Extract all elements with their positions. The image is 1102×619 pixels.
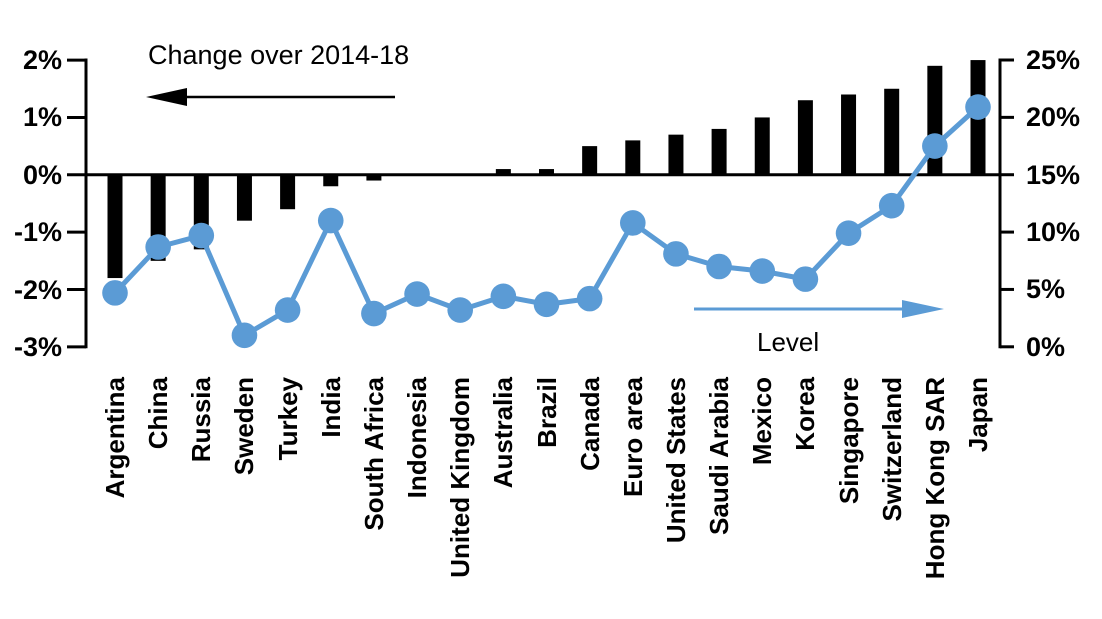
category-label: United Kingdom — [445, 377, 476, 578]
bar — [366, 174, 382, 181]
category-label: Argentina — [100, 377, 130, 499]
category-label: Sweden — [229, 377, 260, 476]
line-marker — [706, 253, 732, 280]
line-marker — [620, 210, 646, 236]
line-marker — [274, 297, 301, 323]
category-label: Mexico — [747, 377, 778, 466]
line-marker — [663, 241, 689, 267]
bar — [539, 169, 554, 175]
line-marker — [145, 234, 171, 260]
category-label: South Africa — [358, 377, 389, 531]
left-axis-tick-label: 2% — [22, 45, 62, 76]
line-marker — [404, 281, 430, 307]
bar — [754, 117, 770, 175]
right-axis-tick-label: 5% — [1026, 274, 1066, 305]
left-axis-tick-label: 0% — [22, 159, 62, 190]
line-marker — [447, 297, 474, 323]
line-marker — [878, 192, 905, 219]
bar — [711, 128, 727, 175]
category-label: Australia — [488, 377, 519, 489]
category-label: Russia — [186, 377, 217, 463]
line-marker — [490, 283, 517, 310]
line-marker — [576, 285, 603, 312]
bar — [625, 140, 641, 175]
bar — [323, 174, 339, 187]
category-label: Indonesia — [402, 377, 433, 499]
right-axis-tick-label: 0% — [1026, 331, 1066, 362]
line-marker — [792, 266, 819, 292]
category-label: Euro area — [617, 377, 648, 497]
right-axis-tick-label: 20% — [1026, 102, 1081, 133]
right-axis-tick-label: 15% — [1026, 159, 1081, 190]
bar — [841, 94, 857, 175]
left-axis-tick-label: -2% — [13, 274, 62, 305]
category-label: United States — [660, 377, 691, 544]
category-label: Brazil — [531, 377, 562, 448]
category-label: China — [143, 377, 174, 450]
category-label: Saudi Arabia — [704, 377, 735, 535]
bar — [797, 100, 813, 175]
line-marker — [231, 322, 258, 349]
category-label: Hong Kong SAR — [919, 377, 950, 580]
bar — [668, 134, 684, 175]
line-marker — [835, 220, 862, 247]
level-label: Level — [757, 327, 820, 357]
line-marker — [533, 291, 560, 318]
left-axis-tick-label: 1% — [22, 102, 62, 133]
category-label: Japan — [963, 377, 993, 453]
line-marker — [749, 258, 776, 284]
bar — [582, 146, 598, 175]
category-label: Turkey — [272, 377, 303, 461]
bar — [236, 174, 252, 221]
right-axis-tick-label: 10% — [1026, 217, 1081, 248]
line-marker — [922, 133, 948, 159]
bar — [884, 88, 900, 175]
bar — [107, 174, 123, 279]
bar — [280, 174, 296, 210]
category-label: Korea — [790, 377, 821, 451]
line-marker — [965, 94, 991, 120]
category-label: Switzerland — [876, 377, 907, 522]
category-label: Singapore — [833, 377, 864, 505]
line-marker — [317, 207, 344, 234]
left-axis-tick-label: -1% — [13, 217, 62, 248]
left-axis-tick-label: -3% — [13, 331, 62, 362]
right-axis-tick-label: 25% — [1026, 45, 1081, 75]
line-marker — [361, 300, 387, 327]
bar — [495, 169, 511, 175]
category-label: Canada — [574, 377, 605, 471]
line-marker — [188, 222, 215, 249]
category-label: India — [315, 377, 346, 438]
left-series-title: Change over 2014-18 — [148, 40, 410, 70]
line-marker — [102, 280, 128, 306]
